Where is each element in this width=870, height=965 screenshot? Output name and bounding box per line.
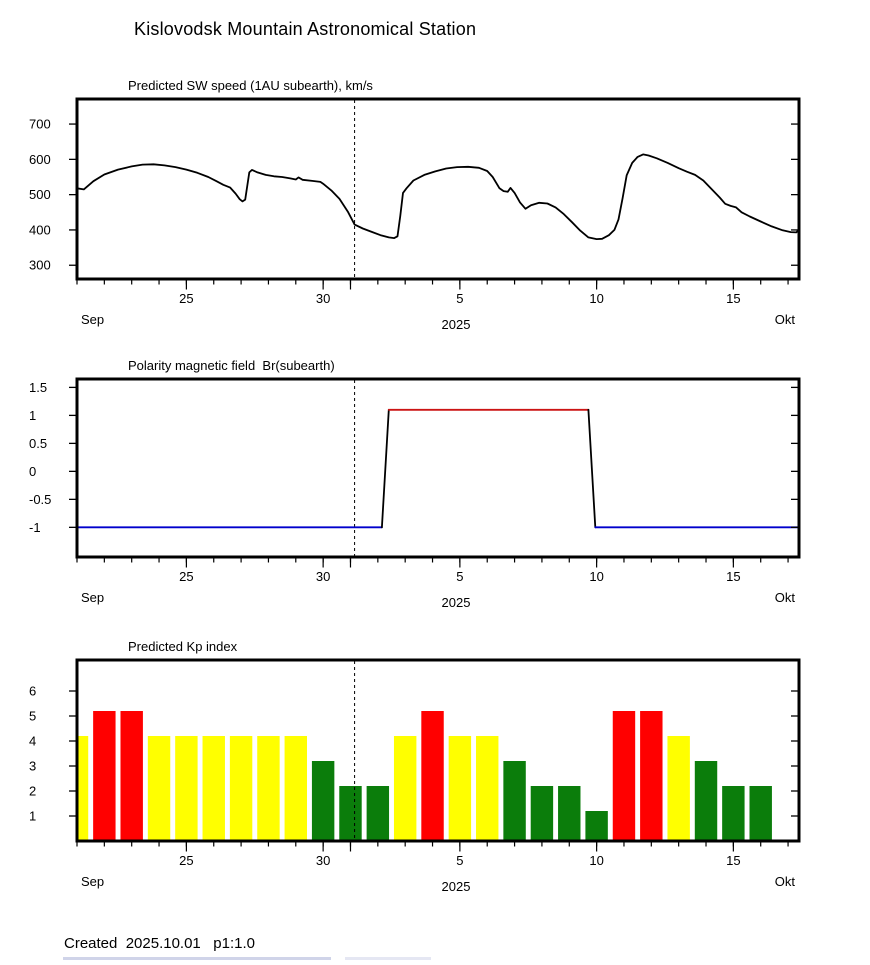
- y-tick-label: 5: [29, 709, 36, 724]
- year-label: 2025: [442, 317, 471, 332]
- cutoff-text-sliver: [63, 957, 331, 960]
- y-tick-label: -0.5: [29, 492, 51, 507]
- x-tick-label: 10: [589, 853, 603, 868]
- y-tick-label: 1: [29, 408, 36, 423]
- y-tick-label: 1.5: [29, 380, 47, 395]
- kp-bar-sep-22: [93, 711, 116, 841]
- y-tick-label: 0: [29, 464, 36, 479]
- y-tick-label: 500: [29, 187, 51, 202]
- kp-bar-okt-8: [530, 786, 554, 841]
- kp-bar-sep-29: [284, 736, 308, 841]
- y-tick-label: -1: [29, 520, 41, 535]
- kp-bar-okt-9: [558, 786, 581, 841]
- kp-bar-sep-25: [175, 736, 198, 841]
- x-tick-label: 15: [726, 569, 740, 584]
- y-tick-label: 1: [29, 809, 36, 824]
- transition-up-segment: [381, 408, 390, 529]
- year-label: 2025: [442, 595, 471, 610]
- kp-bar-okt-10: [585, 811, 608, 841]
- kp-bar-okt-6: [476, 736, 499, 841]
- polarity-plot-frame: [75, 377, 801, 559]
- kp-bar-sep-28: [257, 736, 280, 841]
- kp-bar-sep-26: [202, 736, 225, 841]
- x-tick-label: 25: [179, 853, 193, 868]
- kp-bar-sep-24: [147, 736, 171, 841]
- month-start-label: Sep: [81, 590, 104, 605]
- kp-bar-okt-11: [612, 711, 636, 841]
- kp-index-plot-frame: [75, 658, 801, 843]
- x-tick-label: 5: [456, 853, 463, 868]
- kp-bar-okt-12: [640, 711, 663, 841]
- x-tick-label: 10: [589, 291, 603, 306]
- kp-bar-okt-14: [694, 761, 718, 841]
- x-tick-label: 25: [179, 569, 193, 584]
- kp-bar-sep-30: [311, 761, 335, 841]
- transition-down-segment: [587, 408, 597, 529]
- kp-bar-okt-2: [366, 786, 390, 841]
- polarity-chart-title: Polarity magnetic field Br(subearth): [128, 358, 335, 373]
- predicted-sw-speed-line: [76, 153, 800, 240]
- kp-index-chart: Predicted Kp index 1 2 3 4 5 6 25 30 5 10 15 Sep Okt 2…: [29, 639, 801, 894]
- kp-bar-okt-5: [448, 736, 472, 841]
- kp-bar-okt-4: [421, 711, 444, 841]
- y-tick-label: 6: [29, 684, 36, 699]
- sw-speed-chart: Predicted SW speed (1AU subearth), km/s 3…: [29, 78, 801, 332]
- polarity-chart: Polarity magnetic field Br(subearth) -1 -0…: [29, 358, 801, 610]
- x-tick-label: 5: [456, 291, 463, 306]
- kp-index-chart-title: Predicted Kp index: [128, 639, 238, 654]
- kp-bar-okt-13: [667, 736, 690, 841]
- x-tick-label: 30: [316, 569, 330, 584]
- x-tick-label: 10: [589, 569, 603, 584]
- year-label: 2025: [442, 879, 471, 894]
- x-tick-label: 5: [456, 569, 463, 584]
- y-tick-label: 0.5: [29, 436, 47, 451]
- y-tick-label: 300: [29, 258, 51, 273]
- month-end-label: Okt: [775, 312, 796, 327]
- kp-bar-okt-15: [722, 786, 745, 841]
- x-tick-label: 30: [316, 291, 330, 306]
- y-tick-label: 400: [29, 222, 51, 237]
- created-label: Created 2025.10.01 p1:1.0: [64, 935, 255, 952]
- month-end-label: Okt: [775, 874, 796, 889]
- kp-bar-sep-23: [120, 711, 143, 841]
- y-tick-label: 600: [29, 152, 51, 167]
- y-tick-label: 700: [29, 117, 51, 132]
- page-title: Kislovodsk Mountain Astronomical Station: [134, 19, 477, 39]
- x-tick-label: 30: [316, 853, 330, 868]
- kp-bar-okt-16: [749, 786, 772, 841]
- cutoff-text-sliver-2: [345, 957, 431, 960]
- sw-speed-plot-frame: [75, 97, 801, 281]
- kp-bar-okt-7: [503, 761, 526, 841]
- month-start-label: Sep: [81, 312, 104, 327]
- kp-bar-sep-21: [77, 736, 89, 841]
- y-tick-label: 2: [29, 784, 36, 799]
- y-tick-label: 3: [29, 759, 36, 774]
- kp-bars: [77, 711, 772, 841]
- y-tick-label: 4: [29, 734, 36, 749]
- sw-speed-chart-title: Predicted SW speed (1AU subearth), km/s: [128, 78, 373, 93]
- month-start-label: Sep: [81, 874, 104, 889]
- month-end-label: Okt: [775, 590, 796, 605]
- x-tick-label: 15: [726, 853, 740, 868]
- x-tick-label: 15: [726, 291, 740, 306]
- kp-bar-okt-3: [393, 736, 417, 841]
- x-tick-label: 25: [179, 291, 193, 306]
- kp-bar-sep-27: [229, 736, 253, 841]
- kp-bar-okt-1: [339, 786, 362, 841]
